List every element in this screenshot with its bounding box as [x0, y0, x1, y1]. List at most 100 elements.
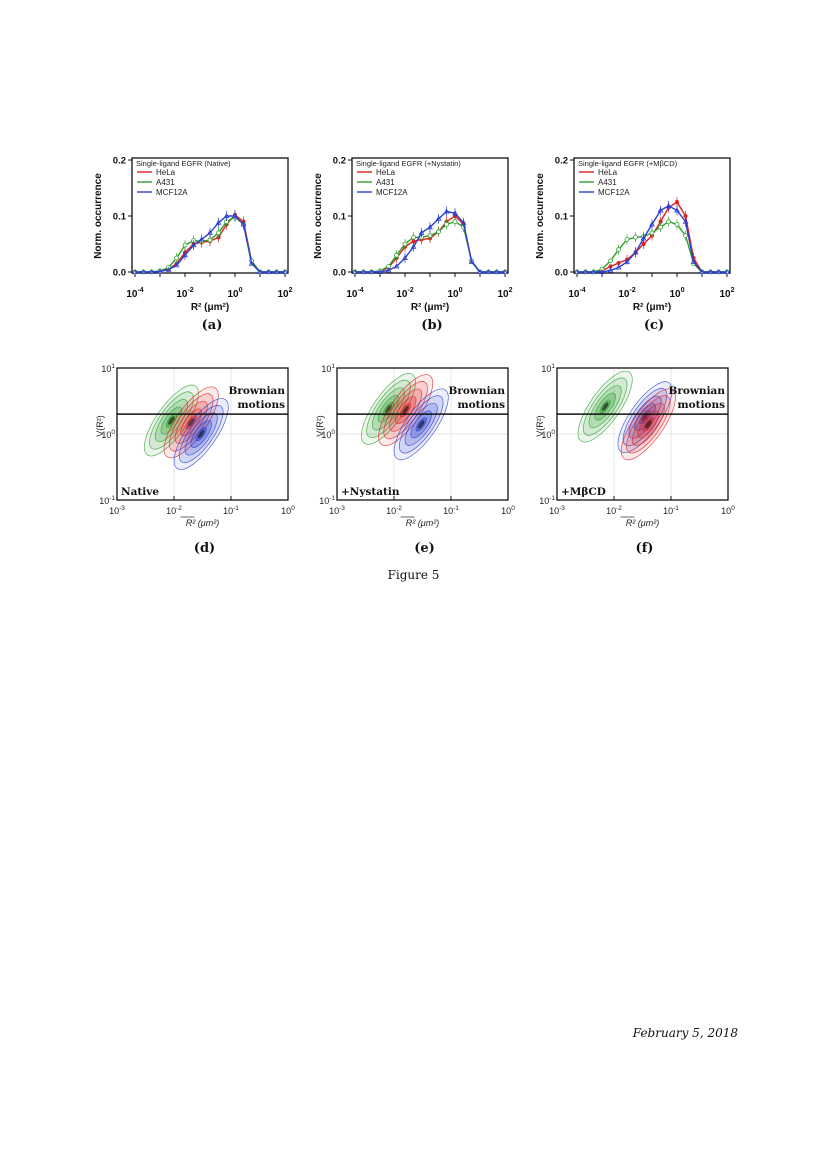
tick-label: 10-3	[109, 505, 125, 516]
tick-exponent: 0	[511, 505, 515, 512]
data-point	[574, 269, 580, 274]
data-point	[148, 269, 155, 274]
data-point	[649, 230, 655, 236]
legend-entry: MCF12A	[376, 188, 408, 197]
legend-entry: A431	[376, 178, 395, 187]
data-point	[724, 269, 730, 274]
tick-label: 10-2	[606, 505, 622, 516]
threshold-label: motions	[677, 399, 725, 411]
data-point	[273, 269, 280, 274]
x-axis-label: R² (μm²)	[186, 518, 219, 528]
tick-base: 10	[669, 289, 681, 300]
data-point	[485, 269, 492, 274]
tick-base: 10	[663, 506, 673, 516]
data-point	[402, 241, 408, 247]
data-point	[232, 213, 238, 218]
tick-label: 100	[721, 505, 735, 516]
tick-exponent: 0	[291, 505, 295, 512]
tick-base: 10	[443, 506, 453, 516]
data-point	[207, 237, 213, 243]
x-axis-label: R² (μm²)	[411, 302, 449, 313]
data-point	[182, 242, 188, 248]
tick-exponent: 0	[331, 429, 335, 436]
threshold-label: motions	[457, 399, 505, 411]
tick-label: 10-4	[346, 287, 363, 300]
tick-base: 10	[386, 506, 396, 516]
tick-label: 10-2	[176, 287, 193, 300]
y-axis-label: Norm. occurrence	[535, 173, 546, 259]
panel-label: (b)	[421, 318, 442, 333]
y-tick-label: 0.2	[333, 156, 346, 167]
density-peak	[197, 429, 205, 439]
data-point	[215, 219, 222, 225]
data-point	[427, 224, 433, 230]
threshold-label: Brownian	[228, 385, 285, 397]
data-point	[257, 269, 263, 274]
data-point	[444, 221, 449, 227]
x-axis-label: R² (μm²)	[191, 302, 229, 313]
y-tick-label: 0.0	[555, 268, 568, 279]
tick-exponent: -4	[357, 287, 363, 294]
tick-label: 102	[277, 287, 292, 300]
tick-base: 10	[721, 506, 731, 516]
tick-base: 10	[497, 289, 509, 300]
tick-exponent: -1	[109, 495, 115, 502]
tick-label: 10-3	[549, 505, 565, 516]
legend-title: Single-ligand EGFR (+MβCD)	[578, 159, 678, 168]
footer-date: February 5, 2018	[632, 1026, 738, 1040]
tick-exponent: -2	[407, 287, 413, 294]
tick-base: 10	[568, 289, 580, 300]
legend-entry: HeLa	[156, 168, 176, 177]
tick-base: 10	[618, 289, 630, 300]
data-point	[216, 230, 221, 236]
tick-base: 10	[321, 430, 331, 440]
density-contour-a431	[143, 384, 199, 457]
data-point	[493, 269, 500, 274]
tick-label: 102	[719, 287, 734, 300]
tick-label: 100	[227, 287, 242, 300]
tick-exponent: -1	[329, 495, 335, 502]
data-point	[182, 252, 188, 258]
y-tick-label: 0.0	[113, 268, 126, 279]
condition-annotation: Native	[121, 486, 159, 498]
data-point	[435, 215, 442, 221]
tick-exponent: -1	[549, 495, 555, 502]
tick-exponent: 0	[681, 287, 685, 294]
density-peak	[417, 420, 425, 429]
panel-label: (a)	[202, 318, 223, 333]
tick-exponent: -1	[233, 505, 239, 512]
y-tick-label: 0.0	[333, 268, 346, 279]
tick-base: 10	[719, 289, 731, 300]
tick-label: 10-1	[443, 505, 459, 516]
tick-base: 10	[321, 364, 331, 374]
tick-label: 10-2	[396, 287, 413, 300]
legend-title: Single-ligand EGFR (Native)	[136, 159, 231, 168]
tick-exponent: 2	[509, 287, 513, 294]
data-point	[658, 219, 663, 224]
x-axis-label: R² (μm²)	[633, 302, 671, 313]
tick-exponent: 2	[731, 287, 735, 294]
tick-label: 10-2	[386, 505, 402, 516]
data-point	[385, 267, 392, 273]
tick-base: 10	[176, 289, 188, 300]
data-point	[410, 243, 417, 249]
legend-entry: HeLa	[598, 168, 618, 177]
tick-label: 10-3	[329, 505, 345, 516]
tick-label: 102	[497, 287, 512, 300]
data-point	[649, 221, 655, 227]
density-peak	[402, 405, 409, 415]
data-point	[265, 269, 272, 274]
tick-label: 10-1	[663, 505, 679, 516]
data-point	[590, 269, 597, 274]
density-contour-hela	[620, 388, 676, 461]
tick-base: 10	[549, 506, 559, 516]
y-axis-label: Norm. occurrence	[93, 173, 104, 259]
tick-label: 10-2	[166, 505, 182, 516]
tick-base: 10	[277, 289, 289, 300]
tick-base: 10	[329, 506, 339, 516]
data-point	[394, 252, 399, 258]
tick-exponent: -2	[616, 505, 622, 512]
density-peak	[645, 420, 652, 429]
